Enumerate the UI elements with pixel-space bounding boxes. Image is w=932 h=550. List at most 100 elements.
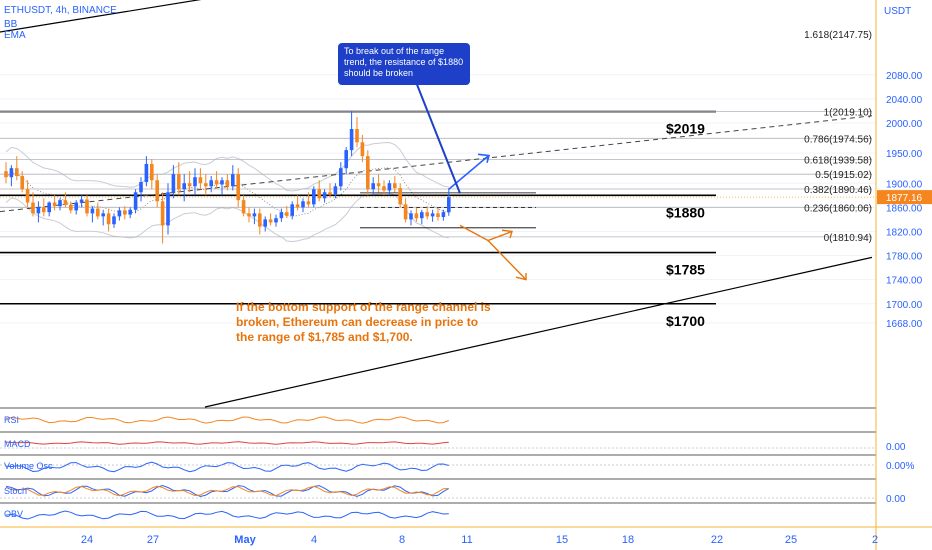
price-level-label: $1880 <box>666 204 705 220</box>
candle-body <box>123 210 127 215</box>
candle-body <box>447 197 451 213</box>
candle-body <box>436 213 440 217</box>
candle-body <box>144 163 149 183</box>
price-level-label: $1700 <box>666 313 705 329</box>
candle-body <box>204 183 208 187</box>
candle-body <box>128 209 132 215</box>
indicator-line <box>5 485 449 497</box>
rsi-label[interactable]: RSI <box>4 415 20 425</box>
price-tick-label: 1820.00 <box>886 227 923 238</box>
bullish-arrow <box>448 155 489 190</box>
stoch-label[interactable]: Stoch <box>4 486 28 496</box>
fib-levels: 1.618(2147.75) 1(2019.10) 0.786(1974.56) 0.… <box>0 30 872 244</box>
dashed-trend-line <box>0 115 873 213</box>
candle-body <box>214 180 219 185</box>
fib-label: 0.382(1890.46) <box>804 185 872 196</box>
candle-body <box>322 192 327 199</box>
candle-body <box>414 213 419 219</box>
time-tick-label: 15 <box>556 534 568 546</box>
price-tick-label: 1780.00 <box>886 252 923 263</box>
candle-body <box>366 156 370 190</box>
candle-body <box>74 202 78 211</box>
candle-body <box>398 188 402 205</box>
price-tick-label: 2000.00 <box>886 119 923 130</box>
fib-label: 0.618(1939.58) <box>804 155 872 166</box>
candle-body <box>263 219 267 227</box>
price-level-label: $2019 <box>666 121 705 137</box>
fib-label: 0.236(1860.06) <box>804 203 872 214</box>
candle-body <box>69 204 73 211</box>
time-tick-label: 24 <box>81 534 93 546</box>
time-tick-label: May <box>234 534 256 546</box>
candle-body <box>42 207 46 213</box>
time-axis: 24 27 May 4 8 11 15 18 22 25 2 <box>0 526 932 546</box>
candle-body <box>117 210 122 217</box>
candle-body <box>247 213 251 217</box>
fib-label: 0.5(1915.02) <box>815 170 872 181</box>
fib-label: 1.618(2147.75) <box>804 30 872 41</box>
candle-body <box>403 204 408 220</box>
candle-body <box>96 208 100 217</box>
macd-label[interactable]: MACD <box>4 439 31 449</box>
candle-body <box>15 168 19 177</box>
candle-body <box>268 219 273 223</box>
indicator-line <box>5 510 449 520</box>
candle-body <box>241 200 246 214</box>
candle-body <box>155 180 159 202</box>
candle-body <box>85 199 89 214</box>
ema-indicator-label[interactable]: EMA <box>4 30 26 41</box>
candle-body <box>236 174 240 201</box>
time-tick-label: 2 <box>872 534 878 546</box>
candle-body <box>90 208 95 214</box>
candle-body <box>295 204 300 208</box>
price-axis: 1877.16 USDT 2080.00 2040.00 2000.00 1950.00 1… <box>875 0 932 550</box>
indicator-line <box>5 416 449 424</box>
candle-body <box>279 212 284 219</box>
price-tick-label: 1700.00 <box>886 300 923 311</box>
price-tick-label: 1860.00 <box>886 203 923 214</box>
candle-body <box>430 213 435 217</box>
candle-body <box>360 142 365 157</box>
candle-body <box>333 186 338 195</box>
candle-body <box>409 213 413 220</box>
candle-body <box>349 129 354 151</box>
vol-axis-label: 0.00% <box>886 461 914 472</box>
time-tick-label: 25 <box>785 534 797 546</box>
callout-pointer <box>415 81 461 194</box>
resistance-callout: To break out of the range trend, the res… <box>338 43 470 85</box>
bb-lower <box>5 192 449 243</box>
candle-body <box>355 129 359 143</box>
candle-body <box>301 201 305 208</box>
current-price-tag <box>877 190 932 205</box>
symbol-title: ETHUSDT, 4h, BINANCE <box>4 5 117 16</box>
candle-body <box>36 207 41 214</box>
candle-body <box>393 183 397 189</box>
candle-body <box>387 183 392 191</box>
candle-body <box>193 177 197 187</box>
price-tick-label: 1740.00 <box>886 276 923 287</box>
candle-body <box>258 213 262 227</box>
indicator-panes: 0.00 0.00% 0.00 <box>0 407 914 520</box>
candle-body <box>317 189 321 199</box>
bb-indicator-label[interactable]: BB <box>4 19 18 30</box>
fib-label: 0(1810.94) <box>824 233 872 244</box>
projection-arrows <box>415 81 527 281</box>
candle-body <box>160 201 165 226</box>
macd-axis-label: 0.00 <box>886 442 906 453</box>
time-tick-label: 27 <box>147 534 159 546</box>
candle-body <box>52 202 57 207</box>
candle-body <box>376 183 381 187</box>
bollinger-bands <box>5 141 449 243</box>
indicator-line <box>5 461 449 473</box>
candle-body <box>285 212 289 216</box>
time-tick-label: 4 <box>311 534 317 546</box>
obv-label[interactable]: OBV <box>4 509 24 519</box>
volume-osc-label[interactable]: Volume Osc <box>4 461 53 471</box>
candle-body <box>420 212 424 219</box>
candle-body <box>4 171 8 178</box>
candle-body <box>339 168 343 187</box>
price-level-label: $1785 <box>666 262 705 278</box>
range-arrow-head <box>501 229 513 239</box>
candles <box>4 110 451 244</box>
candle-body <box>220 180 224 185</box>
